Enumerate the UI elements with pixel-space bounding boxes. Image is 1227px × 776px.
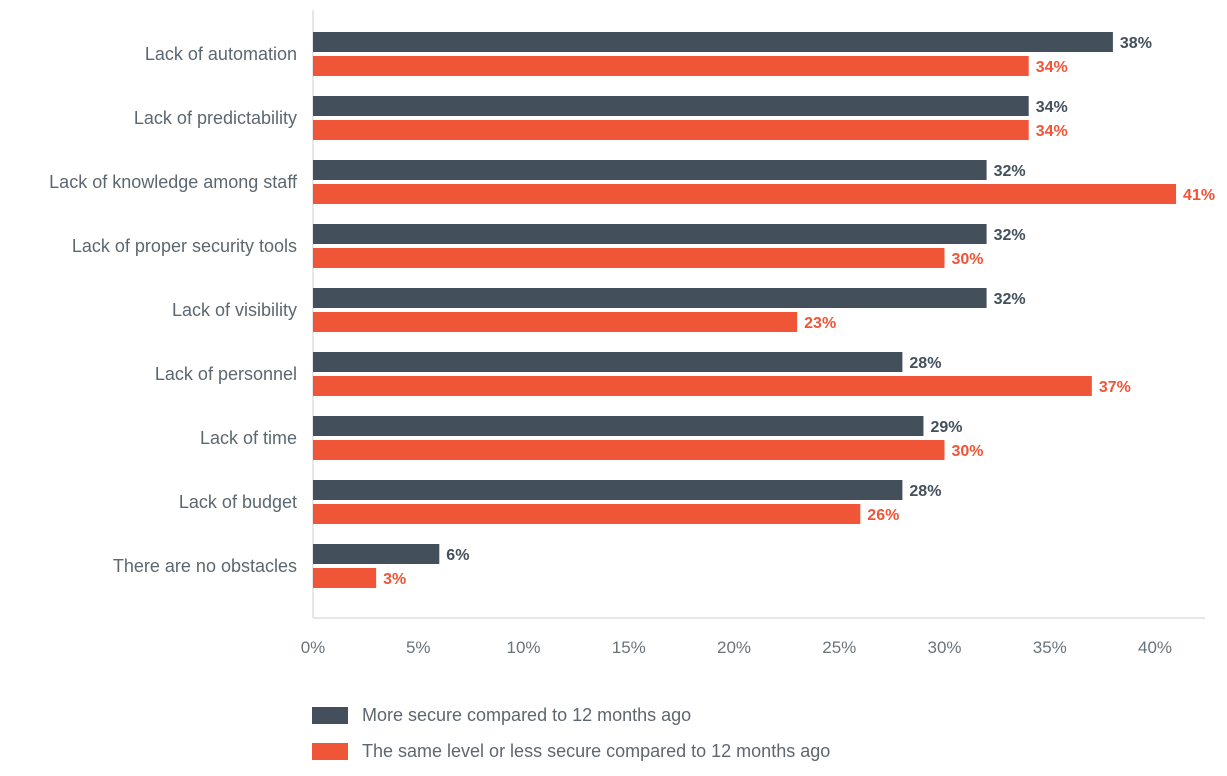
category-label: Lack of predictability [134,108,297,128]
x-tick-label: 25% [822,638,856,657]
bar-same-or-less-secure [313,248,945,268]
value-label-more-secure: 32% [994,163,1026,180]
x-tick-label: 0% [301,638,326,657]
category-label: There are no obstacles [113,556,297,576]
category-label: Lack of knowledge among staff [49,172,298,192]
bar-more-secure [313,416,924,436]
x-tick-label: 35% [1033,638,1067,657]
x-tick-label: 40% [1138,638,1172,657]
value-label-same-or-less-secure: 34% [1036,123,1068,140]
x-tick-label: 5% [406,638,431,657]
bar-same-or-less-secure [313,376,1092,396]
value-label-more-secure: 28% [909,355,941,372]
category-label: Lack of proper security tools [72,236,297,256]
bar-more-secure [313,32,1113,52]
value-label-more-secure: 32% [994,227,1026,244]
bar-more-secure [313,480,903,500]
legend-item-same-or-less-secure: The same level or less secure compared t… [312,740,830,762]
category-label: Lack of time [200,428,297,448]
value-label-same-or-less-secure: 37% [1099,379,1131,396]
legend: More secure compared to 12 months ago Th… [312,704,830,776]
value-label-more-secure: 34% [1036,99,1068,116]
value-label-same-or-less-secure: 34% [1036,59,1068,76]
value-label-same-or-less-secure: 3% [383,571,406,588]
value-label-more-secure: 28% [909,483,941,500]
value-label-same-or-less-secure: 30% [952,443,984,460]
bar-same-or-less-secure [313,312,798,332]
legend-item-more-secure: More secure compared to 12 months ago [312,704,830,726]
legend-label-same-or-less-secure: The same level or less secure compared t… [362,740,831,761]
value-label-more-secure: 6% [446,547,469,564]
value-label-same-or-less-secure: 23% [804,315,836,332]
bar-more-secure [313,160,987,180]
bar-more-secure [313,544,440,564]
value-label-more-secure: 29% [930,419,962,436]
x-tick-label: 10% [506,638,540,657]
category-label: Lack of personnel [155,364,297,384]
value-label-same-or-less-secure: 30% [952,251,984,268]
bar-more-secure [313,96,1029,116]
category-label: Lack of automation [145,44,297,64]
bar-more-secure [313,288,987,308]
value-label-more-secure: 32% [994,291,1026,308]
x-tick-label: 20% [717,638,751,657]
bar-more-secure [313,352,903,372]
category-label: Lack of visibility [172,300,297,320]
bar-same-or-less-secure [313,440,945,460]
value-label-same-or-less-secure: 41% [1183,187,1215,204]
bar-same-or-less-secure [313,568,377,588]
value-label-same-or-less-secure: 26% [867,507,899,524]
legend-label-more-secure: More secure compared to 12 months ago [362,704,692,725]
legend-swatch-same-or-less-secure [312,742,348,760]
x-tick-label: 30% [927,638,961,657]
x-tick-label: 15% [612,638,646,657]
bar-same-or-less-secure [313,184,1177,204]
legend-swatch-more-secure [312,706,348,724]
bar-same-or-less-secure [313,120,1029,140]
bar-chart: 0% 5% 10% 15% 20% 25% 30% 35% 40% Lack of automat… [49,10,1215,657]
category-label: Lack of budget [179,492,297,512]
bar-same-or-less-secure [313,56,1029,76]
bar-same-or-less-secure [313,504,861,524]
value-label-more-secure: 38% [1120,35,1152,52]
bar-more-secure [313,224,987,244]
